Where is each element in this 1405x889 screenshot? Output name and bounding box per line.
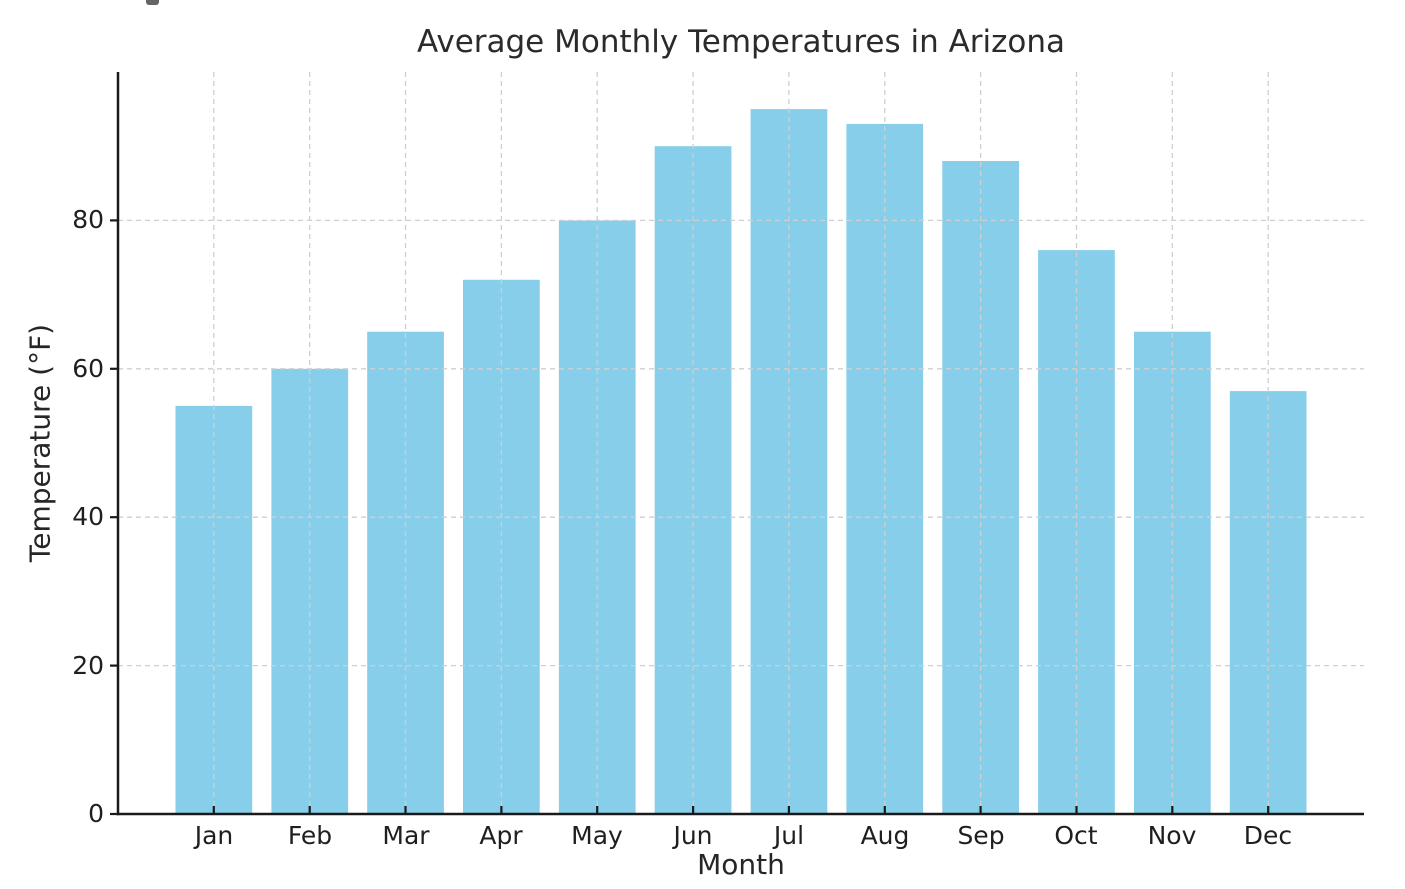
x-tick-label-feb: Feb xyxy=(287,821,333,850)
y-tick-label-0: 0 xyxy=(88,799,104,828)
y-tick-label-80: 80 xyxy=(72,205,104,234)
x-tick-label-jan: Jan xyxy=(194,821,234,850)
x-tick-label-oct: Oct xyxy=(1054,821,1098,850)
x-axis-label: Month xyxy=(697,848,785,881)
x-tick-label-dec: Dec xyxy=(1243,821,1293,850)
x-tick-label-jun: Jun xyxy=(673,821,713,850)
y-tick-label-60: 60 xyxy=(72,354,104,383)
x-tick-label-sep: Sep xyxy=(957,821,1005,850)
bar-jan xyxy=(175,405,253,814)
x-tick-label-may: May xyxy=(571,821,623,850)
y-tick-label-20: 20 xyxy=(72,651,104,680)
screen-edge-artifact xyxy=(146,0,159,5)
x-tick-label-aug: Aug xyxy=(860,821,910,850)
x-tick-label-jul: Jul xyxy=(773,821,805,850)
x-tick-label-nov: Nov xyxy=(1147,821,1197,850)
y-tick-label-40: 40 xyxy=(72,502,104,531)
chart-title: Average Monthly Temperatures in Arizona xyxy=(416,24,1066,60)
x-tick-label-mar: Mar xyxy=(382,821,430,850)
x-tick-label-apr: Apr xyxy=(479,821,523,850)
